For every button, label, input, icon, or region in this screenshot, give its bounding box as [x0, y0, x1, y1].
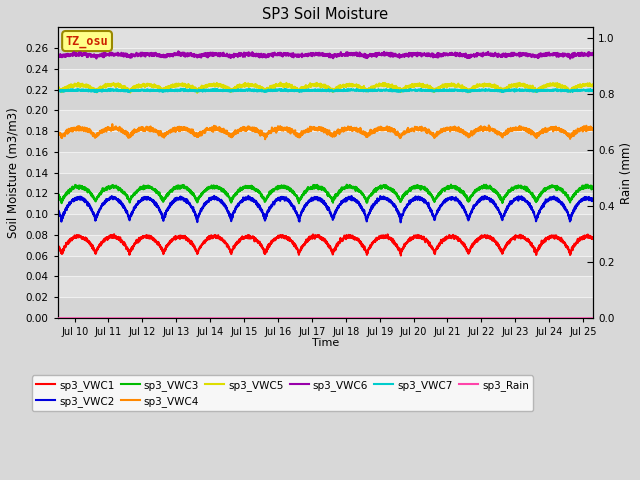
Bar [58, 214, 593, 235]
Bar [58, 131, 593, 152]
Y-axis label: Soil Moisture (m3/m3): Soil Moisture (m3/m3) [7, 107, 20, 238]
Bar [58, 297, 593, 318]
Y-axis label: Rain (mm): Rain (mm) [620, 142, 633, 204]
Bar [58, 90, 593, 110]
X-axis label: Time: Time [312, 338, 339, 348]
Title: SP3 Soil Moisture: SP3 Soil Moisture [262, 7, 388, 22]
Bar [58, 256, 593, 276]
Legend: sp3_VWC1, sp3_VWC2, sp3_VWC3, sp3_VWC4, sp3_VWC5, sp3_VWC6, sp3_VWC7, sp3_Rain: sp3_VWC1, sp3_VWC2, sp3_VWC3, sp3_VWC4, … [32, 375, 533, 411]
Bar [58, 173, 593, 193]
Text: TZ_osu: TZ_osu [66, 35, 108, 48]
Bar [58, 48, 593, 69]
